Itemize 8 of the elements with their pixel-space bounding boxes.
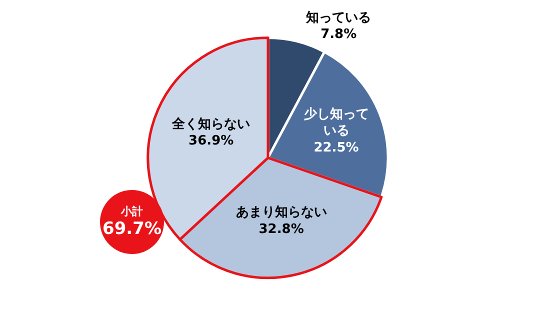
slice-label: あまり知らない	[236, 205, 327, 220]
slice-label: 全く知らない	[171, 116, 250, 132]
data-label: 36.9%	[188, 134, 234, 149]
data-label: 22.5%	[314, 140, 359, 156]
slice-label: 少し知っている	[302, 106, 369, 139]
data-label: 7.8%	[320, 27, 357, 42]
data-label: 32.8%	[258, 222, 304, 237]
slice-label: 知っている	[305, 10, 372, 26]
